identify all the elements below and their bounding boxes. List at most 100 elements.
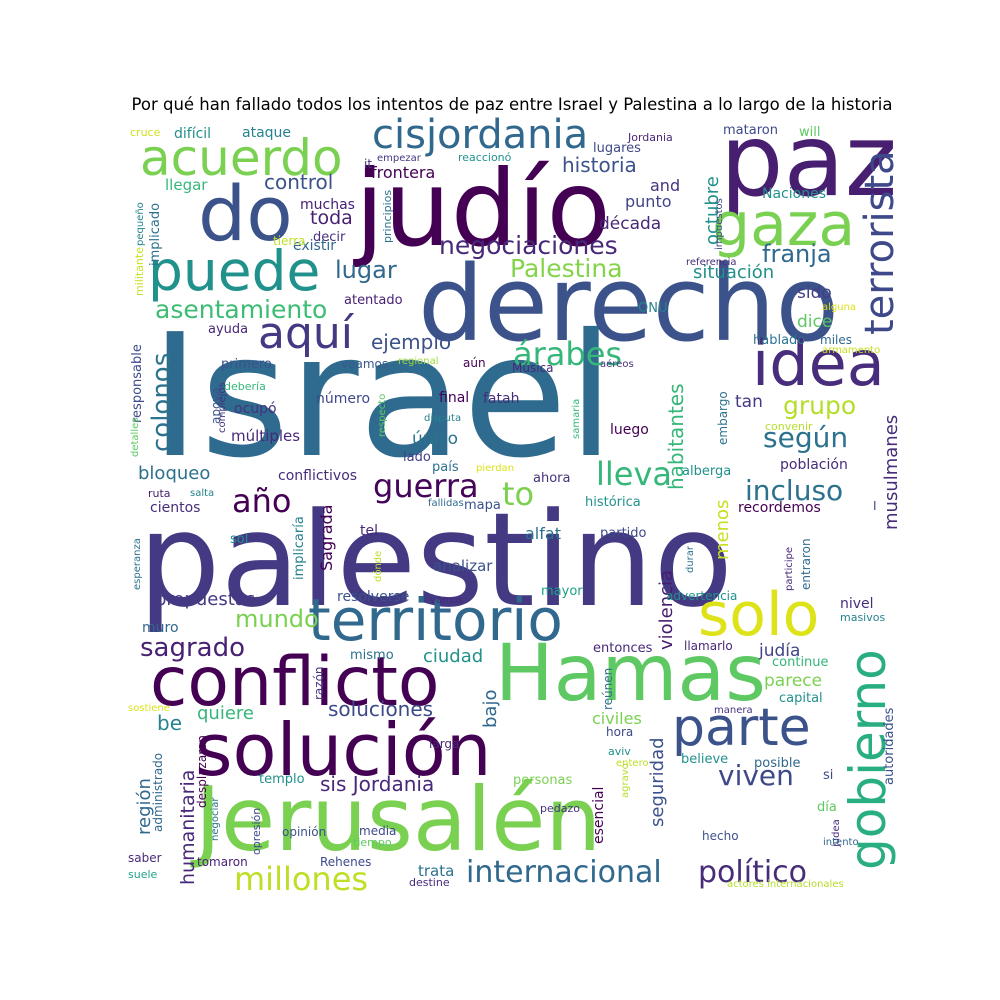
cloud-word: aún [463, 356, 486, 370]
cloud-word: responsable [130, 344, 145, 423]
cloud-word: historia [562, 153, 637, 177]
cloud-word: musulmanes [881, 415, 902, 530]
cloud-word: analizar [433, 557, 493, 575]
cloud-word: pequeño [135, 202, 146, 246]
cloud-word: believe [681, 752, 728, 767]
cloud-word: judea [831, 819, 842, 848]
cloud-word: fallidas [428, 498, 464, 509]
cloud-word: cientos [150, 500, 200, 516]
cloud-word: media [359, 824, 396, 838]
cloud-word: idea [752, 327, 885, 400]
cloud-word: día [817, 800, 837, 815]
cloud-word: primero [221, 357, 272, 372]
cloud-word: quiere [197, 703, 254, 724]
cloud-word: to [502, 475, 534, 513]
cloud-word: soluciones [328, 697, 433, 721]
cloud-word: asentamiento [155, 295, 327, 324]
cloud-word: convenir [765, 420, 813, 433]
cloud-word: viven [718, 759, 794, 792]
cloud-word: veamos [341, 357, 388, 371]
cloud-word: punto [625, 192, 672, 211]
cloud-word: mataron [723, 123, 778, 138]
cloud-word: cisjordania [372, 112, 588, 158]
cloud-word: década [599, 214, 661, 234]
cloud-word: tiempo [353, 836, 392, 849]
cloud-word: sostiene [128, 703, 170, 714]
cloud-word: Hamas [495, 629, 766, 719]
cloud-word: apoya [209, 387, 223, 424]
cloud-word: acuerdo [140, 129, 343, 187]
cloud-word: frontera [371, 163, 435, 182]
cloud-word: país [432, 460, 459, 475]
cloud-word: recordemos [738, 500, 821, 516]
cloud-word: luego [610, 422, 649, 438]
cloud-word: único [412, 429, 458, 449]
cloud-word: mundo [235, 605, 319, 633]
cloud-word: Jerusalén [190, 768, 601, 871]
cloud-word: referencia [686, 257, 737, 268]
cloud-word: reaccionó [458, 151, 512, 164]
cloud-word: derecho [418, 243, 839, 365]
cloud-word: sol [230, 532, 248, 547]
cloud-word: personas [513, 773, 573, 788]
cloud-word: tierra [273, 234, 305, 248]
cloud-word: aquí [258, 308, 355, 359]
cloud-word: debería [224, 380, 266, 393]
cloud-word: opresión [250, 808, 263, 855]
cloud-word: árabes [513, 335, 622, 373]
cloud-word: tel [360, 523, 378, 539]
cloud-word: ataque [242, 125, 291, 141]
cloud-word: tan [735, 392, 763, 412]
cloud-word: samaria [571, 399, 582, 439]
cloud-word: larga [429, 737, 459, 751]
cloud-word: dice [797, 312, 832, 332]
cloud-word: lado [403, 450, 431, 465]
cloud-word: Naciones [762, 186, 826, 202]
cloud-word: según [763, 421, 848, 454]
cloud-word: civiles [592, 709, 642, 728]
cloud-word: mapa [464, 498, 501, 513]
cloud-word: armamento [822, 345, 880, 356]
cloud-word: suele [128, 868, 158, 881]
cloud-word: bloqueo [138, 463, 210, 484]
cloud-word: entero [616, 758, 649, 769]
cloud-word: fatah [483, 391, 519, 407]
cloud-word: muchas [300, 197, 355, 213]
cloud-word: vamos [430, 595, 463, 606]
cloud-word: pedazo [540, 802, 580, 815]
cloud-word: Israel [150, 298, 615, 496]
cloud-word: parte [672, 698, 811, 758]
cloud-word: difícil [174, 126, 211, 142]
cloud-word: continue [772, 655, 829, 670]
cloud-word: entonces [593, 641, 653, 656]
cloud-word: violencia [656, 570, 677, 650]
cloud-word: implicaría [292, 516, 307, 580]
cloud-word: tomaron [197, 855, 248, 869]
cloud-word: embargo [716, 391, 730, 445]
cloud-word: negociaciones [439, 231, 618, 260]
cloud-word: sido [797, 283, 832, 303]
cloud-word: desplazaron [195, 735, 209, 808]
cloud-word: intento [823, 837, 859, 848]
cloud-word: detalles [130, 418, 141, 457]
cloud-word: parece [764, 671, 822, 691]
cloud-word: partido [600, 526, 647, 541]
cloud-word: final [439, 390, 469, 406]
cloud-word: opinión [282, 825, 326, 839]
cloud-word: esperanza [132, 538, 143, 590]
cloud-word: incluso [745, 474, 843, 507]
cloud-word: it [364, 157, 372, 171]
cloud-word: decir [313, 230, 346, 245]
cloud-word: Jordania [627, 131, 673, 144]
cloud-word: político [698, 855, 807, 890]
cloud-word: impuestos [714, 198, 725, 250]
cloud-word: llegar [165, 176, 208, 194]
cloud-word: participe [784, 547, 795, 591]
cloud-word: Palestina [510, 254, 623, 283]
cloud-word: lleva [596, 455, 672, 493]
cloud-word: solo [698, 580, 819, 650]
cloud-word: principios [381, 190, 394, 243]
cloud-word: administrado [151, 753, 165, 832]
cloud-word: nivel [840, 596, 874, 612]
